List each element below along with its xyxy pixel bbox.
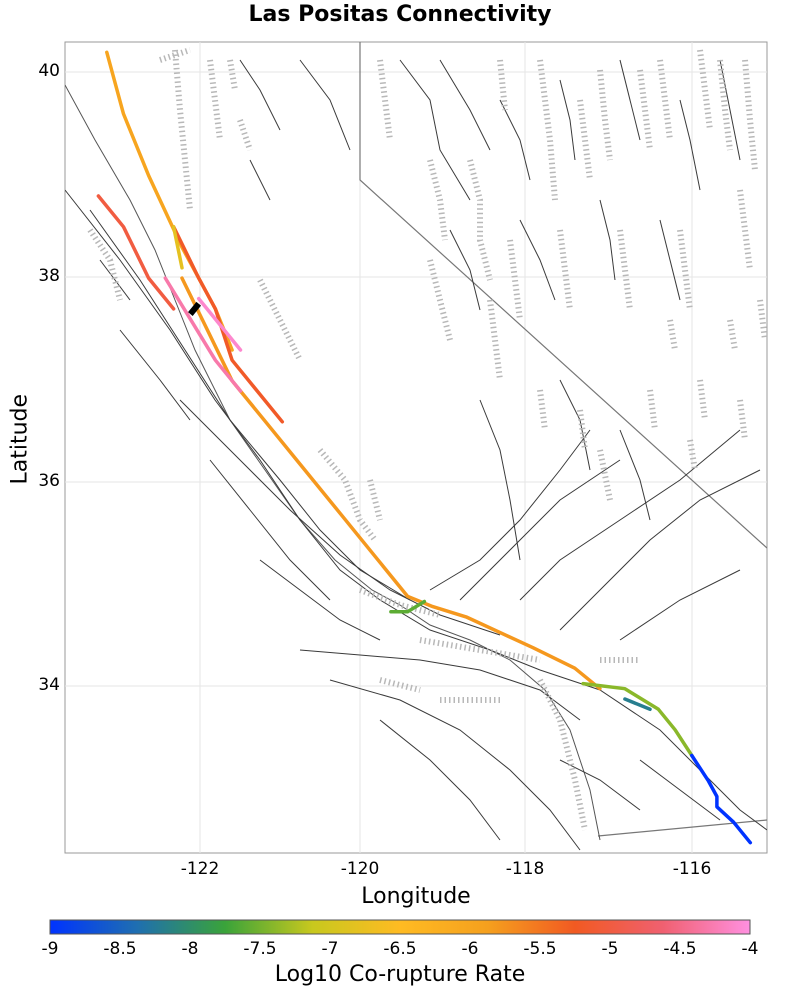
fault-ribbons [87, 47, 767, 831]
colorbar-tick: -5.5 [523, 939, 557, 959]
y-tick-label: 38 [38, 266, 60, 286]
colorbar-tick: -7.5 [243, 939, 277, 959]
y-tick-label: 36 [38, 471, 60, 491]
coastline [65, 84, 601, 841]
x-tick-label: -120 [340, 859, 380, 879]
colorbar-tick: -8 [181, 939, 199, 959]
rupture-trace [171, 225, 285, 424]
colorbar-tick: -9 [41, 939, 59, 959]
colorbar-tick: -6.5 [383, 939, 417, 959]
y-axis-label: Latitude [7, 393, 33, 485]
rupture-trace [171, 225, 184, 270]
colorbar-tick: -8.5 [103, 939, 137, 959]
colorbar-tick: -4 [741, 939, 759, 959]
x-tick-label: -118 [505, 859, 545, 879]
colorbar-label: Log10 Co-rupture Rate [274, 962, 526, 987]
colorbar-tick: -6 [461, 939, 479, 959]
colorbar-tick: -4.5 [663, 939, 697, 959]
rupture-trace [623, 697, 652, 712]
colorbar [49, 919, 751, 935]
x-tick-label: -122 [180, 859, 220, 879]
rupture-trace [581, 681, 694, 758]
rupture-trace [163, 276, 243, 393]
rupture-trace [690, 753, 753, 845]
colorbar-tick: -5 [601, 939, 619, 959]
state-border [359, 42, 767, 837]
background-faults [65, 59, 767, 851]
rupture-trace [389, 599, 427, 614]
rupture-traces [96, 50, 753, 845]
x-axis-label: Longitude [361, 884, 471, 909]
colorbar-tick: -7 [321, 939, 339, 959]
chart-title: Las Positas Connectivity [248, 2, 552, 27]
x-tick-label: -116 [672, 859, 712, 879]
rupture-trace [96, 194, 176, 311]
y-tick-label: 40 [38, 61, 60, 81]
y-tick-label: 34 [38, 675, 60, 695]
plot-area [64, 41, 768, 854]
source-fault-marker [188, 301, 202, 316]
rupture-trace [196, 296, 243, 352]
